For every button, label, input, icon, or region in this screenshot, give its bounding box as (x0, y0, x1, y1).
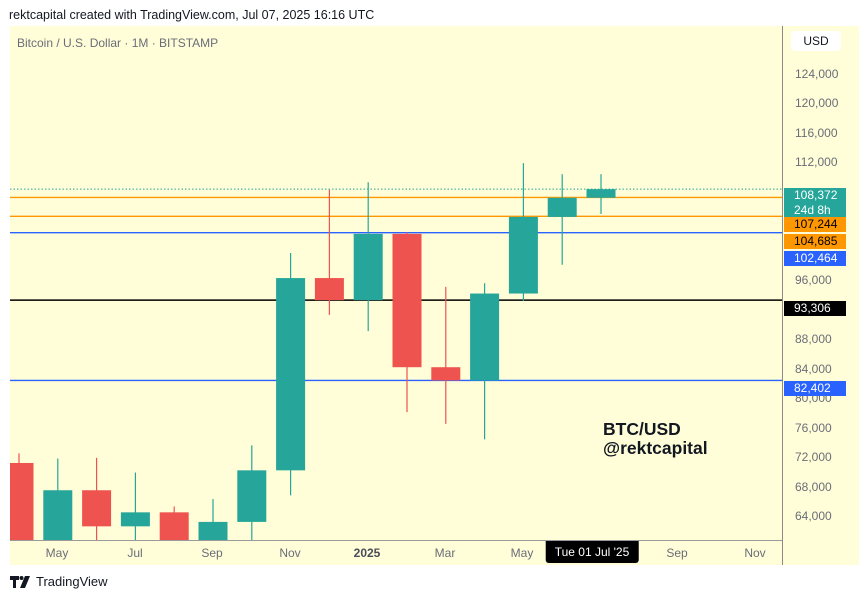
price-level-label: 108,372 24d 8h (784, 188, 846, 218)
time-tick-label: Nov (279, 546, 301, 560)
attribution-header: rektcapital created with TradingView.com… (9, 8, 375, 22)
watermark-line-2: @rektcapital (603, 438, 708, 458)
time-tick-label: Nov (744, 546, 766, 560)
price-tick-label: 120,000 (795, 96, 839, 111)
price-level-label: 102,464 (784, 251, 846, 266)
candle[interactable] (43, 458, 73, 540)
watermark-text: BTC/USD @rektcapital (603, 420, 708, 458)
plot-area[interactable]: Bitcoin / U.S. Dollar · 1M · BITSTAMP BT… (10, 26, 782, 540)
time-tick-label: May (510, 546, 534, 560)
price-tick-label: 112,000 (795, 155, 838, 170)
candle[interactable] (198, 499, 228, 540)
time-cursor-label: Tue 01 Jul '25 (545, 541, 639, 563)
candle[interactable] (392, 232, 422, 413)
time-axis[interactable]: May Jul Sep Nov 2025 Mar May Sep Nov Tue 01 Jul … (10, 540, 782, 566)
price-tick-label: 72,000 (795, 450, 832, 465)
candle[interactable] (353, 182, 383, 332)
symbol-title[interactable]: Bitcoin / U.S. Dollar · 1M · BITSTAMP (17, 36, 219, 50)
candle[interactable] (508, 163, 538, 301)
price-tick-label: 116,000 (795, 125, 838, 140)
price-tick-label: 96,000 (795, 273, 832, 288)
time-tick-label: Mar (434, 546, 456, 560)
time-tick-label: 2025 (353, 546, 381, 560)
tradingview-footer[interactable]: TradingView (10, 574, 108, 589)
price-level-label: 107,244 (784, 217, 846, 232)
price-tick-label: 76,000 (795, 420, 832, 435)
tradingview-logo-icon (10, 575, 30, 588)
candle[interactable] (120, 472, 150, 540)
candle[interactable] (547, 174, 577, 265)
time-tick-label: Sep (666, 546, 688, 560)
price-level-label: 82,402 (784, 381, 846, 396)
currency-button[interactable]: USD (791, 31, 841, 51)
countdown-label: 24d 8h (794, 203, 831, 217)
price-axis[interactable]: USD 124,000120,000116,000112,00096,00092… (782, 26, 859, 565)
candle[interactable] (586, 174, 616, 214)
candle[interactable] (470, 283, 500, 440)
price-tick-label: 68,000 (795, 479, 832, 494)
candle[interactable] (82, 457, 112, 540)
price-tick-label: 64,000 (795, 509, 832, 524)
price-tick-label: 88,000 (795, 332, 832, 347)
candle[interactable] (276, 253, 306, 496)
candle[interactable] (314, 189, 344, 315)
price-level-label: 93,306 (784, 301, 846, 316)
time-tick-label: Sep (201, 546, 223, 560)
chart-container[interactable]: Bitcoin / U.S. Dollar · 1M · BITSTAMP BT… (10, 26, 859, 565)
candle[interactable] (431, 286, 461, 424)
candle[interactable] (237, 445, 267, 540)
price-tick-label: 84,000 (795, 361, 832, 376)
time-tick-label: May (45, 546, 69, 560)
candle[interactable] (159, 506, 189, 540)
candle[interactable] (10, 453, 34, 540)
candlestick-plot[interactable] (10, 26, 782, 540)
tradingview-brand: TradingView (36, 574, 108, 589)
time-tick-label: Jul (127, 546, 143, 560)
watermark-line-1: BTC/USD (603, 419, 681, 439)
price-level-label: 104,685 (784, 234, 846, 249)
price-tick-label: 124,000 (795, 67, 839, 81)
